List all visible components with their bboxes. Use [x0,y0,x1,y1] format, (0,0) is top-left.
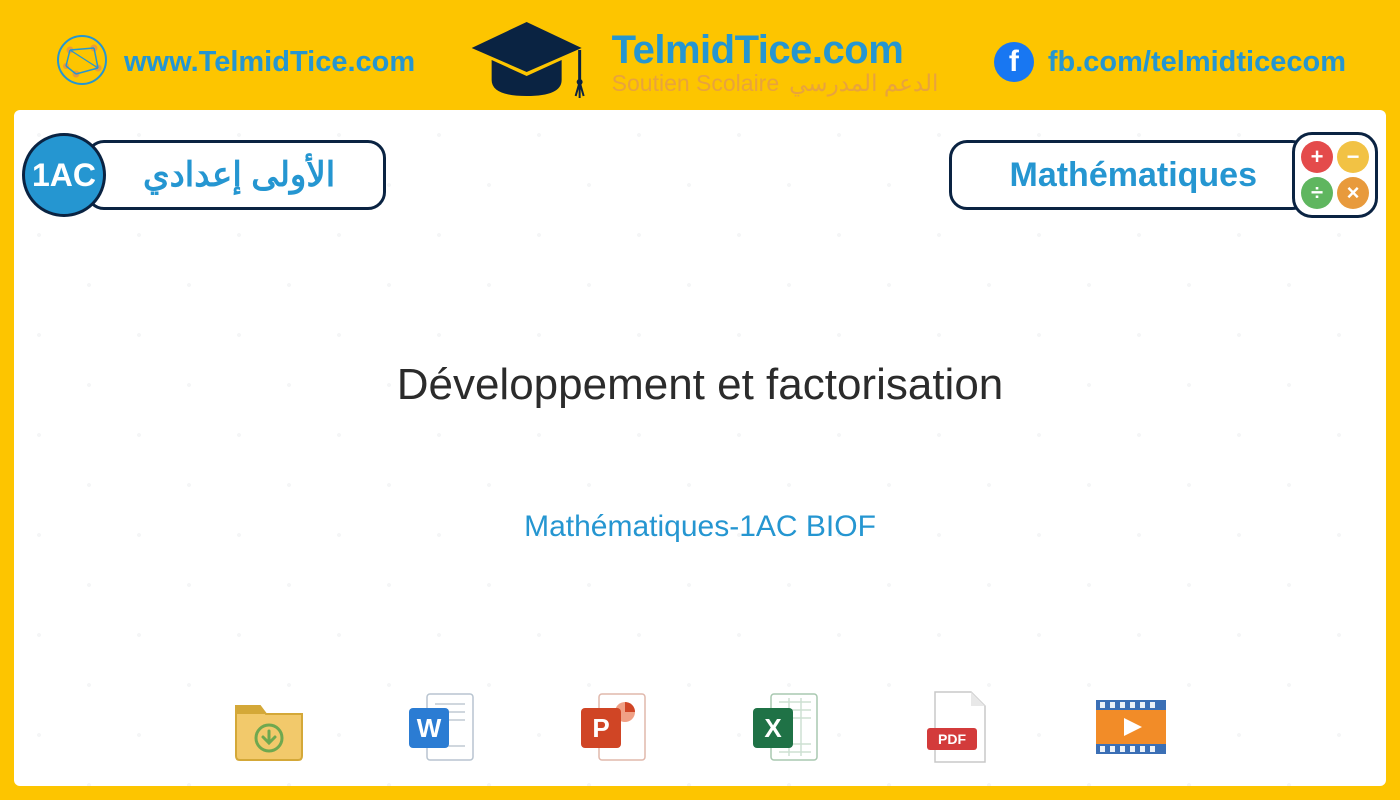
op-mul-icon: × [1337,177,1369,209]
graduation-cap-icon [462,10,592,115]
svg-text:X: X [764,713,782,743]
svg-text:PDF: PDF [938,731,966,747]
video-file-icon[interactable] [1094,688,1168,766]
facebook-icon[interactable]: f [994,42,1034,82]
word-file-icon[interactable]: W [405,688,479,766]
site-url[interactable]: www.TelmidTice.com [124,46,415,79]
svg-text:W: W [416,713,441,743]
svg-text:P: P [592,713,609,743]
op-plus-icon: + [1301,141,1333,173]
globe-icon [54,32,110,93]
badge-row: 1AC الأولى إعدادي Mathématiques + − ÷ × [22,132,1378,218]
pdf-file-icon[interactable]: PDF [921,688,995,766]
facebook-link[interactable]: fb.com/telmidticecom [1048,46,1346,79]
math-ops-icon: + − ÷ × [1292,132,1378,218]
folder-download-icon[interactable] [232,688,306,766]
op-minus-icon: − [1337,141,1369,173]
level-code-badge: 1AC [22,133,106,217]
file-type-row: W P [14,688,1386,766]
powerpoint-file-icon[interactable]: P [577,688,651,766]
subject-pill: Mathématiques [949,140,1311,210]
brand-sub-fr: Soutien Scolaire [612,71,780,95]
op-div-icon: ÷ [1301,177,1333,209]
brand-subtitle: Soutien Scolaire الدعم المدرسي [612,71,939,95]
subject-badge-group: Mathématiques + − ÷ × [949,132,1379,218]
level-badge-group: 1AC الأولى إعدادي [22,133,386,217]
level-label-pill: الأولى إعدادي [86,140,386,210]
excel-file-icon[interactable]: X [749,688,823,766]
brand-title: TelmidTice.com [612,29,939,71]
page-title: Développement et factorisation [14,360,1386,410]
brand-sub-ar: الدعم المدرسي [789,71,938,95]
page-outer: www.TelmidTice.com TelmidTice.com Soutie… [0,0,1400,800]
header-bar: www.TelmidTice.com TelmidTice.com Soutie… [14,14,1386,110]
page-subtitle: Mathématiques-1AC BIOF [14,510,1386,544]
content-panel: 1AC الأولى إعدادي Mathématiques + − ÷ × … [14,110,1386,786]
header-center: TelmidTice.com Soutien Scolaire الدعم ال… [462,10,939,115]
header-right: f fb.com/telmidticecom [994,42,1346,82]
brand-block: TelmidTice.com Soutien Scolaire الدعم ال… [612,29,939,95]
header-left: www.TelmidTice.com [54,32,415,93]
